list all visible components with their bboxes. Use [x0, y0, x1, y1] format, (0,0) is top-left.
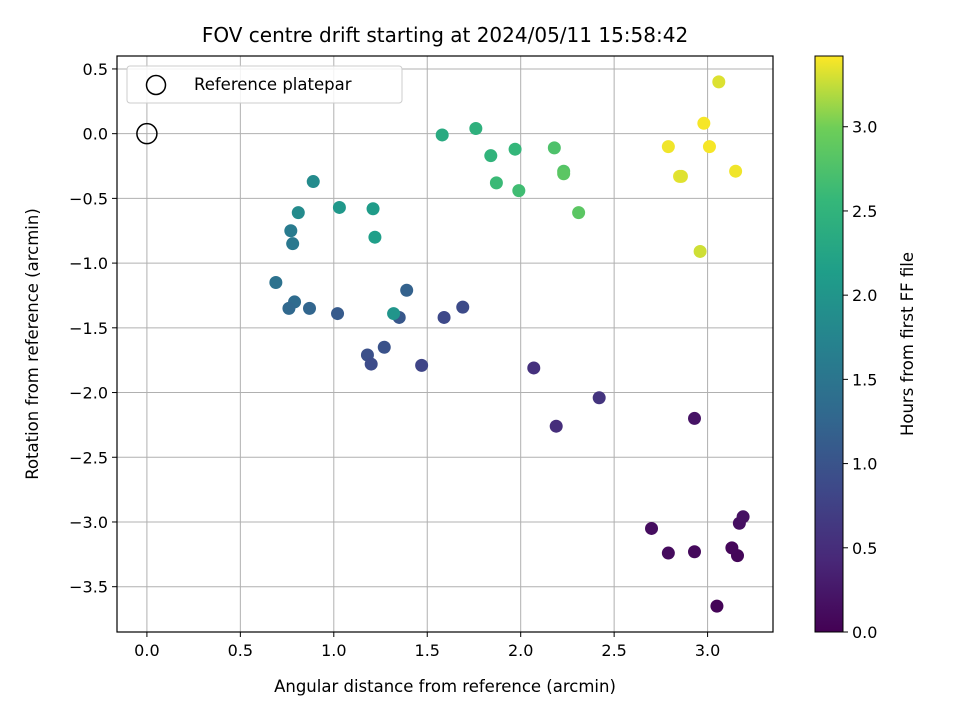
- data-point: [697, 116, 711, 130]
- legend-box: [126, 65, 403, 104]
- data-point: [549, 419, 563, 433]
- data-point: [332, 200, 346, 214]
- legend-marker-icon: [145, 74, 167, 96]
- data-point: [489, 176, 503, 190]
- data-point: [269, 276, 283, 290]
- data-points: [269, 75, 750, 613]
- data-point: [508, 142, 522, 156]
- data-point: [469, 121, 483, 135]
- x-tick-label: 1.0: [321, 641, 346, 660]
- data-point: [592, 391, 606, 405]
- y-tick-label: 0.0: [83, 125, 108, 144]
- x-tick-label: 0.5: [228, 641, 253, 660]
- y-tick-label: −2.5: [69, 448, 108, 467]
- legend: Reference platepar: [126, 65, 403, 104]
- y-tick-label: −2.0: [69, 384, 108, 403]
- data-point: [331, 307, 345, 321]
- data-point: [377, 340, 391, 354]
- colorbar-label: Hours from first FF file: [898, 252, 917, 436]
- data-point: [725, 541, 739, 555]
- plot-frame: [116, 55, 774, 633]
- x-tick-label: 2.5: [601, 641, 626, 660]
- data-point: [688, 411, 702, 425]
- legend-entry-reference: Reference platepar: [194, 75, 352, 94]
- y-tick-label: −1.0: [69, 254, 108, 273]
- y-axis-label: Rotation from reference (arcmin): [23, 208, 42, 480]
- x-tick-label: 2.0: [508, 641, 533, 660]
- data-point: [456, 300, 470, 314]
- x-axis-ticks: 0.0 0.5 1.0 1.5 2.0 2.5 3.0: [134, 632, 720, 660]
- data-point: [661, 140, 675, 154]
- y-tick-label: −3.0: [69, 513, 108, 532]
- y-tick-label: −0.5: [69, 189, 108, 208]
- data-point: [284, 224, 298, 238]
- data-point: [688, 545, 702, 559]
- colorbar-frame: [814, 55, 844, 633]
- y-tick-label: −3.5: [69, 578, 108, 597]
- colorbar-tick-label: 2.5: [852, 202, 877, 221]
- chart-title: FOV centre drift starting at 2024/05/11 …: [202, 23, 688, 47]
- data-point: [364, 357, 378, 371]
- y-axis-ticks: 0.5 0.0 −0.5 −1.0 −1.5 −2.0 −2.5 −3.0 −3.5: [69, 60, 117, 597]
- data-point: [557, 167, 571, 181]
- colorbar-gradient: [815, 56, 843, 632]
- data-point: [437, 310, 451, 324]
- data-point: [736, 510, 750, 524]
- data-point: [702, 140, 716, 154]
- data-point: [400, 283, 414, 297]
- colorbar-tick-label: 0.0: [852, 623, 877, 642]
- data-point: [693, 244, 707, 258]
- data-point: [645, 521, 659, 535]
- colorbar: 0.0 0.5 1.0 1.5 2.0 2.5 3.0 Hours from first F…: [814, 55, 917, 642]
- colorbar-tick-label: 0.5: [852, 539, 877, 558]
- x-tick-label: 0.0: [134, 641, 159, 660]
- data-point: [674, 169, 688, 183]
- colorbar-tick-label: 1.5: [852, 370, 877, 389]
- y-tick-label: 0.5: [83, 60, 108, 79]
- y-tick-label: −1.5: [69, 319, 108, 338]
- data-point: [366, 202, 380, 216]
- reference-platepar-marker: [136, 122, 158, 145]
- colorbar-tick-label: 1.0: [852, 455, 877, 474]
- data-point: [368, 230, 382, 244]
- reference-marker: [136, 122, 158, 145]
- data-point: [435, 128, 449, 142]
- x-tick-label: 3.0: [695, 641, 720, 660]
- data-point: [729, 164, 743, 178]
- data-point: [387, 307, 401, 321]
- data-point: [712, 75, 726, 89]
- data-point: [286, 237, 300, 251]
- colorbar-ticks: 0.0 0.5 1.0 1.5 2.0 2.5 3.0: [843, 118, 877, 642]
- data-point: [661, 546, 675, 560]
- grid-lines: [117, 56, 773, 632]
- data-point: [291, 206, 305, 220]
- data-point: [512, 184, 526, 198]
- data-point: [527, 361, 541, 375]
- data-point: [303, 301, 317, 315]
- x-tick-label: 1.5: [415, 641, 440, 660]
- data-point: [572, 206, 586, 220]
- data-point: [710, 599, 724, 613]
- data-point: [306, 175, 320, 189]
- colorbar-tick-label: 2.0: [852, 286, 877, 305]
- data-point: [547, 141, 561, 155]
- data-point: [282, 301, 296, 315]
- data-point: [415, 358, 429, 372]
- x-axis-label: Angular distance from reference (arcmin): [274, 677, 616, 696]
- colorbar-tick-label: 3.0: [852, 118, 877, 137]
- data-point: [484, 149, 498, 163]
